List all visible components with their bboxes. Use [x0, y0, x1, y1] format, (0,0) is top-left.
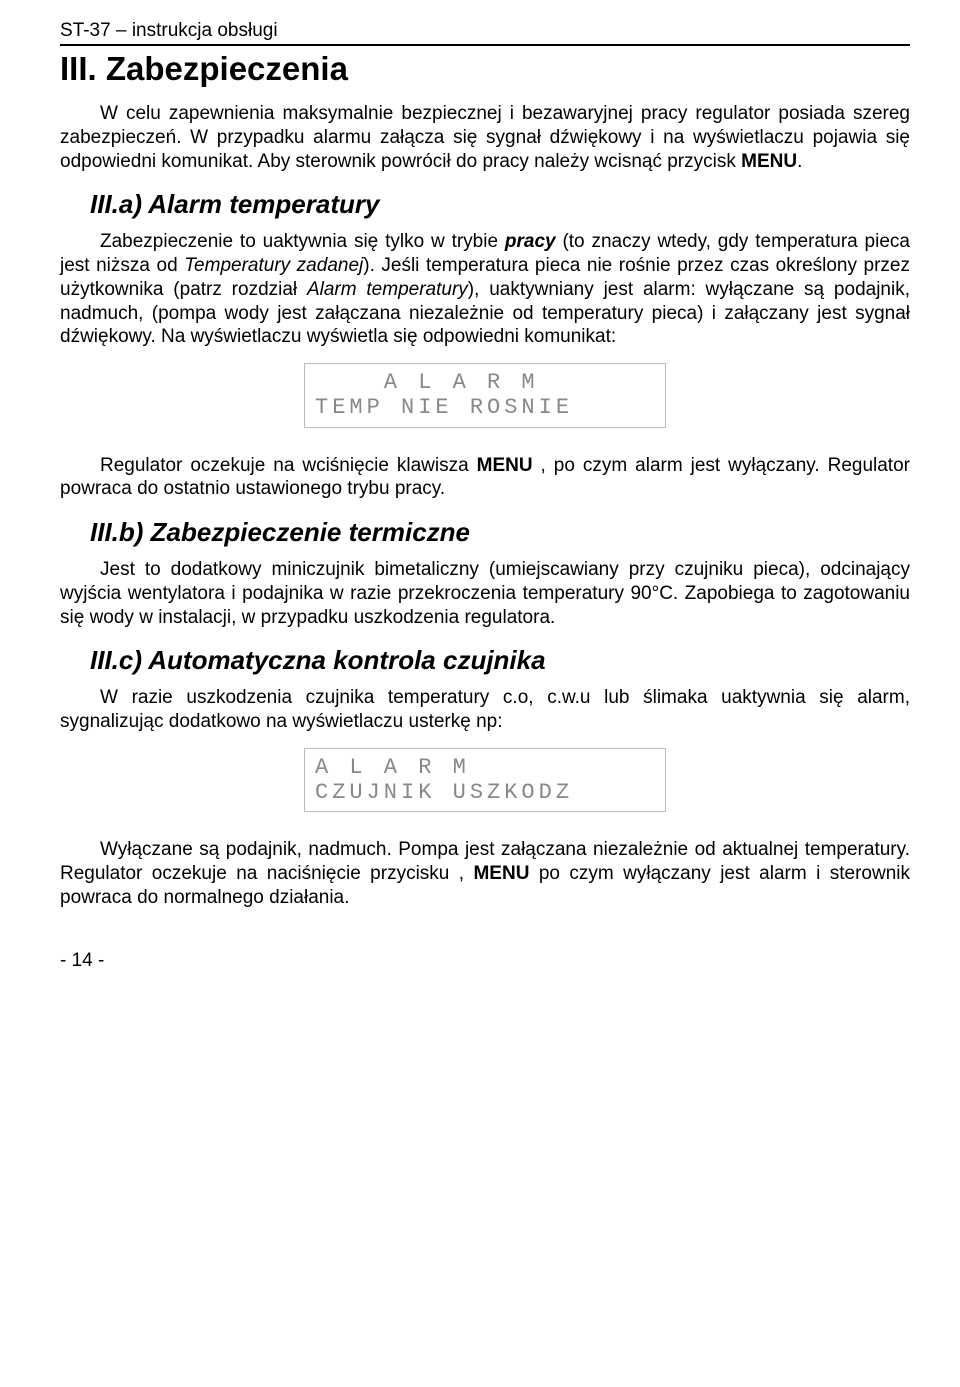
subsection-a-paragraph-2: Regulator oczekuje na wciśnięcie klawisz… — [60, 454, 910, 502]
section-title: III. Zabezpieczenia — [60, 50, 910, 88]
subsection-c-paragraph: W razie uszkodzenia czujnika temperatury… — [60, 686, 910, 734]
page-number: - 14 - — [60, 950, 910, 972]
subsection-b-title: III.b) Zabezpieczenie termiczne — [90, 517, 910, 548]
page-content: ST-37 – instrukcja obsługi III. Zabezpie… — [0, 0, 960, 1002]
italic: Alarm temperatury — [307, 279, 468, 300]
menu-key: MENU — [473, 863, 529, 884]
text: Zabezpieczenie to uaktywnia się tylko w … — [100, 231, 505, 252]
menu-key: MENU — [477, 455, 533, 476]
menu-key: MENU — [741, 151, 797, 172]
running-header: ST-37 – instrukcja obsługi — [60, 20, 910, 46]
lcd-display-1: A L A R M TEMP NIE ROSNIE — [304, 363, 666, 428]
bold-italic: pracy — [505, 231, 556, 252]
lcd-display-2: A L A R M CZUJNIK USZKODZ — [304, 748, 666, 813]
subsection-a-paragraph: Zabezpieczenie to uaktywnia się tylko w … — [60, 230, 910, 349]
subsection-b-paragraph: Jest to dodatkowy miniczujnik bimetalicz… — [60, 558, 910, 629]
subsection-c-paragraph-2: Wyłączane są podajnik, nadmuch. Pompa je… — [60, 838, 910, 909]
subsection-a-title: III.a) Alarm temperatury — [90, 189, 910, 220]
intro-paragraph: W celu zapewnienia maksymalnie bezpieczn… — [60, 102, 910, 173]
text: Regulator oczekuje na wciśnięcie klawisz… — [100, 455, 477, 476]
italic: Temperatury zadanej — [184, 255, 363, 276]
subsection-c-title: III.c) Automatyczna kontrola czujnika — [90, 645, 910, 676]
text: . — [797, 151, 802, 172]
